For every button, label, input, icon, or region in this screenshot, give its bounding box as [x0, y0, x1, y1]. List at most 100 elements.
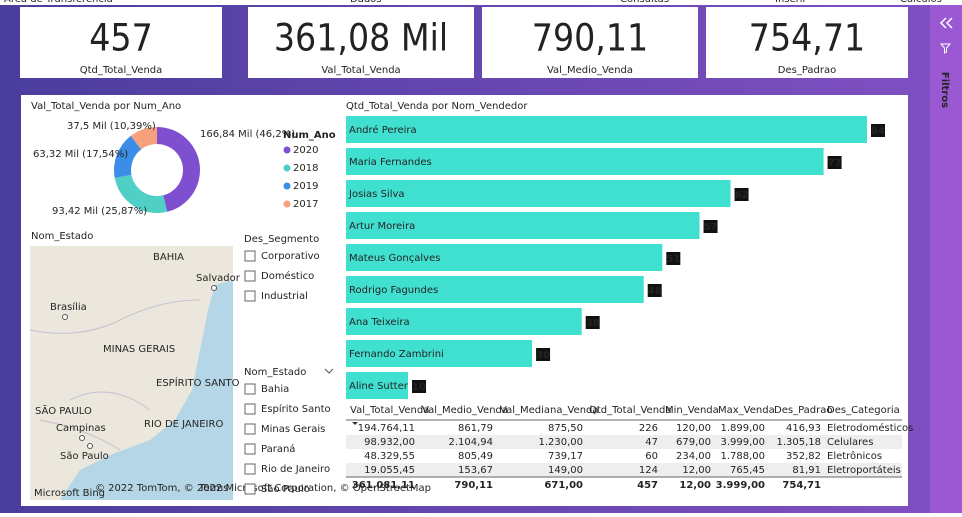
bar	[346, 244, 663, 271]
value-label-box	[412, 380, 427, 393]
map-label: Campinas	[56, 423, 106, 434]
table-cell: 861,79	[458, 423, 493, 434]
table-cell: 416,93	[786, 423, 821, 434]
bar-category: Rodrigo Fagundes	[349, 285, 438, 296]
bar-category: Maria Fernandes	[349, 157, 432, 168]
table-total: 790,11	[454, 480, 493, 491]
slicer-item[interactable]: Rio de Janeiro	[261, 464, 330, 475]
table-total: 12,00	[679, 480, 711, 491]
collapse-icon[interactable]	[939, 17, 953, 29]
checkbox[interactable]	[244, 250, 256, 262]
checkbox[interactable]	[244, 423, 256, 435]
table-cell: Eletroportáteis	[827, 464, 901, 476]
map-label: Brasília	[50, 301, 87, 313]
slicer-title: Des_Segmento	[244, 234, 319, 245]
chart-title: Qtd_Total_Venda por Nom_Vendedor	[346, 101, 528, 112]
checkbox[interactable]	[244, 483, 256, 495]
map-city	[211, 285, 217, 291]
kpi-label: Qtd_Total_Venda	[80, 65, 163, 76]
checkbox[interactable]	[244, 270, 256, 282]
table-cell: 226	[639, 423, 658, 434]
checkbox[interactable]	[244, 463, 256, 475]
ribbon	[0, 0, 962, 5]
legend-label: 2018	[293, 163, 318, 174]
map-label: ESPÍRITO SANTO	[156, 376, 240, 389]
row-band	[346, 435, 902, 449]
map-label: BAHIA	[153, 252, 184, 263]
value-label: 48	[648, 286, 662, 297]
table-cell: 679,00	[676, 437, 711, 448]
checkbox[interactable]	[244, 443, 256, 455]
donut-label: 93,42 Mil (25,87%)	[52, 206, 147, 217]
legend-marker	[283, 182, 291, 190]
kpi-value: 457	[89, 17, 153, 60]
map-label: MINAS GERAIS	[103, 344, 175, 355]
table-total: 361.081,11	[352, 480, 415, 491]
slicer-item[interactable]: São Paulo	[261, 484, 310, 495]
table-total: 3.999,00	[716, 480, 765, 491]
donut-slice	[114, 135, 142, 178]
slicer-item[interactable]: Espírito Santo	[261, 403, 331, 415]
table-cell: 47	[645, 437, 658, 448]
value-label-box	[703, 220, 718, 233]
table-header: Val_Total_Venda	[350, 405, 429, 416]
checkbox[interactable]	[244, 290, 256, 302]
value-label-box	[585, 316, 600, 329]
slicer-item[interactable]: Doméstico	[261, 270, 314, 282]
bar-category: André Pereira	[349, 124, 417, 136]
map-ocean	[60, 280, 233, 500]
checkbox[interactable]	[244, 383, 256, 395]
ribbon-label: Cálculos	[900, 0, 942, 5]
table-cell: 352,82	[786, 451, 821, 462]
bar	[346, 372, 409, 399]
map-city	[87, 443, 93, 449]
map-label: Salvador	[196, 273, 241, 284]
legend-label: 2019	[293, 181, 318, 192]
bar	[346, 340, 533, 367]
table-cell: 48.329,55	[364, 451, 415, 462]
ribbon-label: Inserir	[775, 0, 808, 5]
donut-label: 37,5 Mil (10,39%)	[67, 121, 156, 132]
table-cell: 98.932,00	[364, 437, 415, 448]
slicer-item[interactable]: Paraná	[261, 443, 295, 455]
map-label: São Paulo	[60, 451, 109, 462]
legend-marker	[283, 146, 291, 154]
map-bing: Microsoft Bing	[34, 488, 105, 499]
filter-icon	[939, 43, 952, 54]
table-cell: 81,91	[792, 465, 821, 476]
slicer-item[interactable]: Minas Gerais	[261, 424, 325, 435]
kpi-value: 361,08 Mil	[274, 17, 448, 60]
value-label: 51	[666, 254, 680, 265]
table-cell: 1.230,00	[538, 437, 583, 448]
table-cell: 19.055,45	[364, 465, 415, 476]
table-cell: Eletrodomésticos	[827, 422, 913, 434]
slicer-chevron[interactable]	[324, 368, 334, 374]
kpi-card	[706, 7, 908, 78]
table-header: Des_Categoria	[827, 405, 900, 416]
value-label-box	[536, 348, 551, 361]
value-label: 84	[871, 126, 885, 137]
slicer-item[interactable]: Corporativo	[261, 251, 320, 262]
map-city	[79, 435, 85, 441]
filters-pane[interactable]	[930, 5, 962, 513]
row-band	[346, 463, 902, 477]
value-label-box	[827, 156, 842, 169]
value-label-box	[666, 252, 681, 265]
table-total: 457	[637, 480, 658, 491]
table-cell: Eletrônicos	[827, 450, 882, 462]
ribbon-label: Área de Transferência	[4, 0, 113, 5]
slicer-item[interactable]: Industrial	[261, 291, 308, 302]
value-label-box	[647, 284, 662, 297]
value-label: 30	[536, 350, 550, 361]
bar-category: Mateus Gonçalves	[349, 253, 440, 264]
table-header: Min_Venda	[665, 405, 719, 416]
checkbox[interactable]	[244, 403, 256, 415]
map-terms: Terms	[198, 483, 228, 494]
map-city	[62, 314, 68, 320]
bar-category: Ana Teixeira	[349, 317, 410, 328]
table-header: Qtd_Total_Venda	[589, 405, 672, 416]
table-cell: 149,00	[548, 465, 583, 476]
slicer-item[interactable]: Bahia	[261, 384, 289, 395]
table-cell: 1.305,18	[776, 437, 821, 448]
